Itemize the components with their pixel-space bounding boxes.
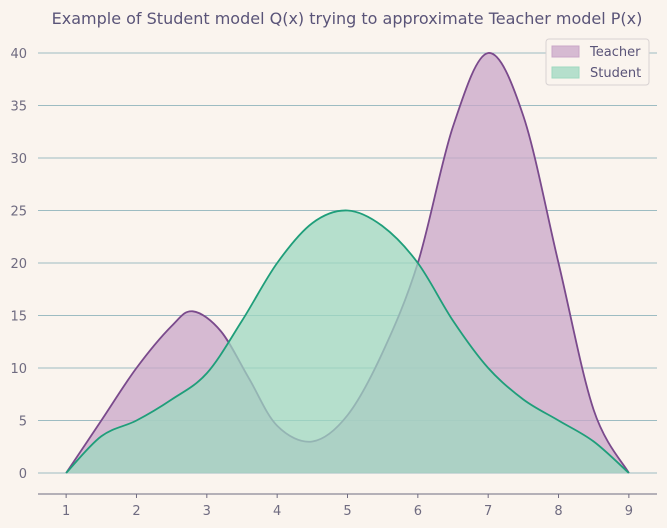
y-tick-label: 35	[10, 100, 27, 115]
x-tick-label: 4	[273, 504, 281, 519]
y-tick-label: 5	[19, 415, 27, 430]
chart-title: Example of Student model Q(x) trying to …	[52, 9, 643, 28]
area-student	[66, 210, 629, 473]
y-tick-label: 30	[10, 152, 27, 167]
y-tick-label: 40	[10, 47, 27, 62]
x-tick-label: 6	[414, 504, 422, 519]
line-student	[65, 209, 630, 474]
y-tick-label: 15	[10, 310, 27, 325]
x-tick-label: 5	[343, 504, 351, 519]
legend-label-teacher: Teacher	[589, 45, 641, 60]
legend: Teacher Student	[545, 38, 650, 86]
y-tick-label: 20	[10, 257, 27, 272]
legend-swatch-student	[551, 66, 580, 79]
x-tick-label: 3	[203, 504, 211, 519]
legend-label-student: Student	[590, 66, 641, 81]
x-tick-label: 2	[132, 504, 140, 519]
legend-swatch-teacher	[551, 45, 580, 58]
y-tick-label: 0	[19, 467, 27, 482]
y-tick-label: 25	[10, 205, 27, 220]
x-tick-label: 8	[554, 504, 562, 519]
series-areas	[65, 52, 630, 474]
x-tick-label: 7	[484, 504, 492, 519]
y-tick-label: 10	[10, 362, 27, 377]
x-tick-label: 9	[625, 504, 633, 519]
tick-labels: 1 2 3 4 5 6 7 8 9 0 5 10 15 20 25 30 35 40	[10, 47, 633, 519]
x-tick-label: 1	[62, 504, 70, 519]
